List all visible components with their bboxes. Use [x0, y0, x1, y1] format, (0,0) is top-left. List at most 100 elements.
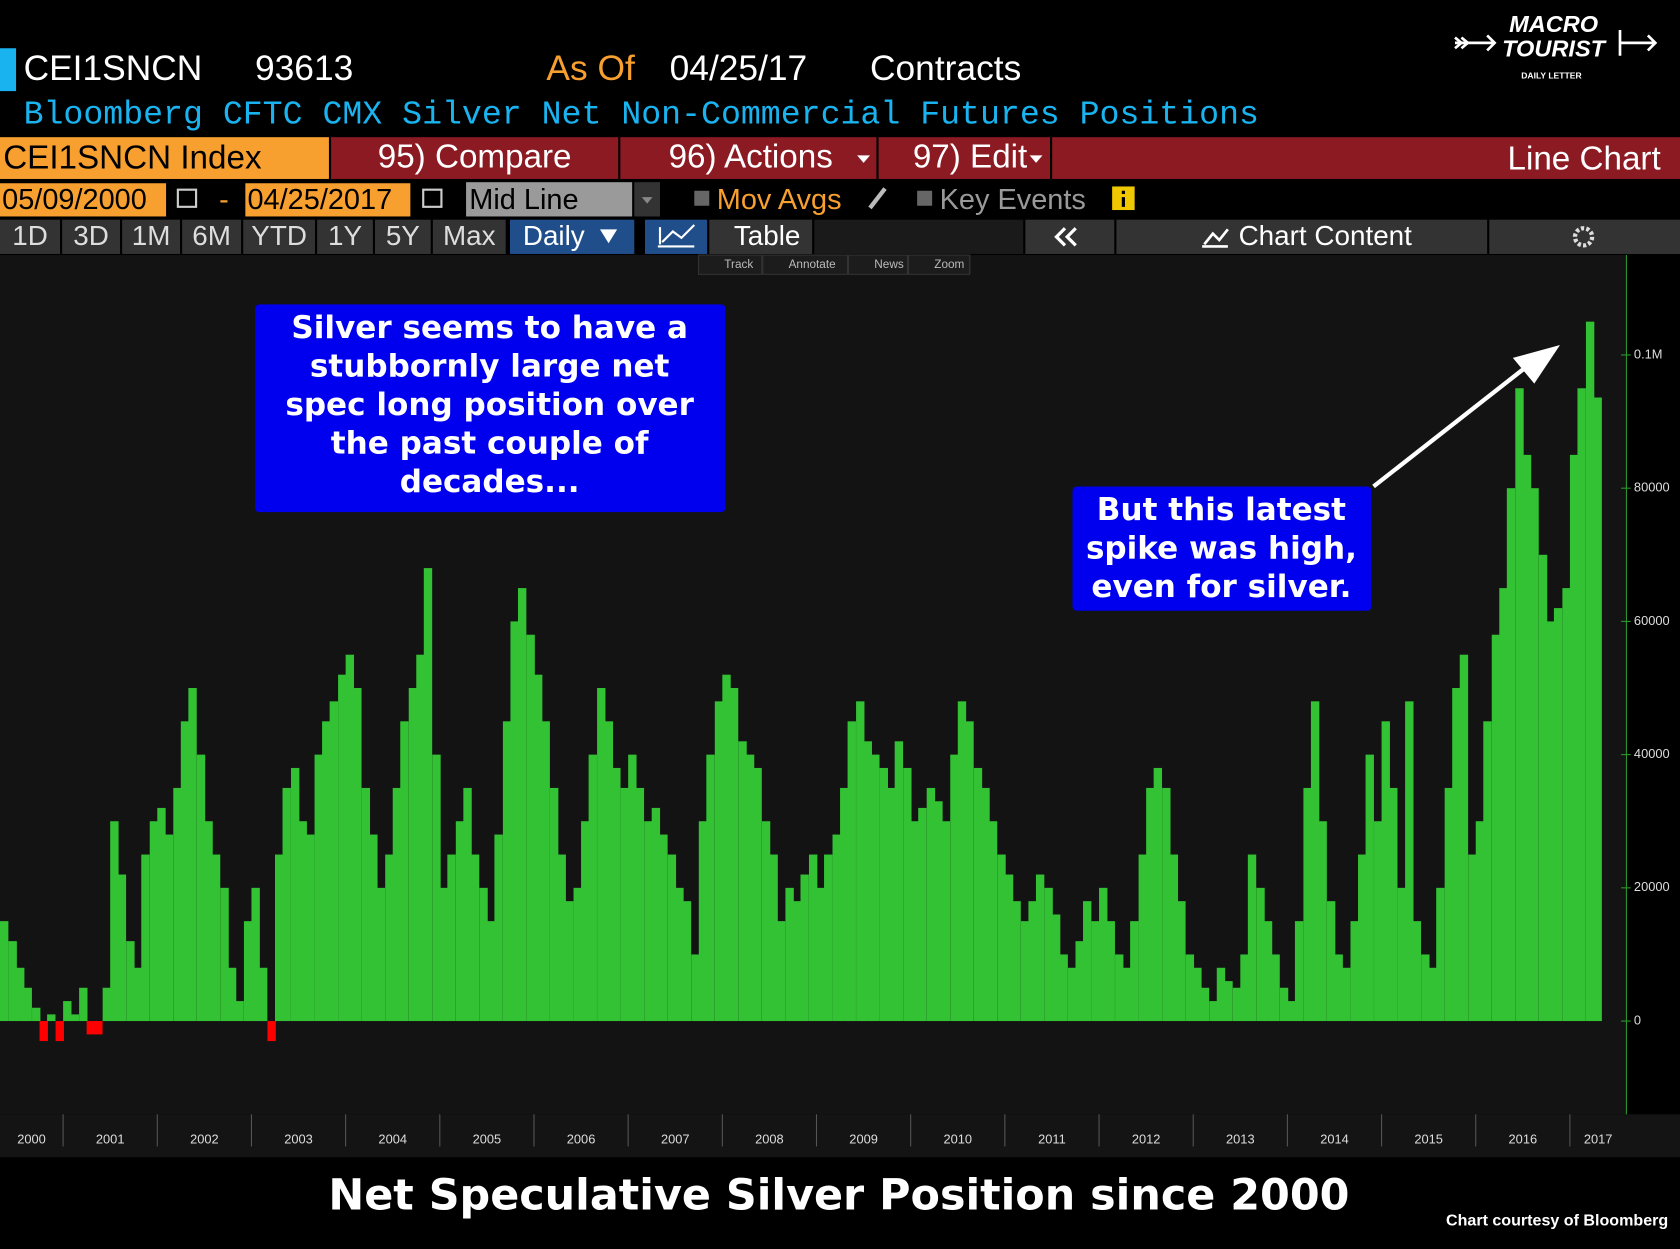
area-segment — [549, 787, 559, 1022]
area-segment — [211, 854, 221, 1022]
area-segment — [338, 674, 347, 1022]
tool-label: News — [874, 258, 904, 271]
collapse-button[interactable] — [1025, 219, 1115, 254]
x-tick-label: 2010 — [943, 1131, 972, 1146]
tab[interactable] — [432, 219, 506, 254]
calendar-icon[interactable] — [176, 188, 198, 208]
area-segment — [1397, 887, 1406, 1022]
area-segment — [274, 854, 284, 1022]
dropdown-arrow — [600, 229, 618, 244]
area-segment — [824, 854, 833, 1022]
area-segment — [651, 807, 661, 1022]
tool-button[interactable] — [848, 254, 909, 275]
chart-content-icon — [1202, 228, 1229, 248]
area-segment — [1256, 887, 1265, 1022]
tab[interactable] — [0, 219, 60, 254]
area-segment — [620, 787, 630, 1022]
annotation-text: stubbornly large net — [310, 349, 670, 385]
tab[interactable] — [375, 219, 431, 254]
as-of-label: As Of — [546, 49, 635, 88]
area-segment — [792, 901, 802, 1022]
menu-button[interactable] — [620, 137, 877, 179]
area-segment — [1310, 701, 1320, 1022]
area-segment — [761, 821, 771, 1022]
area-segment — [1389, 787, 1398, 1022]
chart-content-button[interactable] — [1116, 219, 1488, 254]
area-segment — [196, 754, 206, 1022]
annotation-text: the past couple of — [331, 426, 649, 462]
tab-spacer — [814, 219, 1024, 254]
date-input[interactable] — [0, 183, 167, 217]
area-segment — [541, 721, 550, 1022]
area-segment — [910, 821, 920, 1022]
table-button[interactable] — [709, 219, 813, 254]
mode-select[interactable] — [466, 182, 633, 217]
tab-label: 1Y — [328, 220, 362, 251]
area-segment — [691, 954, 700, 1022]
menu-button[interactable] — [331, 137, 619, 179]
tab[interactable] — [62, 219, 120, 254]
area-segment — [1358, 854, 1367, 1022]
annotation-text: decades... — [400, 464, 580, 500]
area-segment — [1530, 488, 1539, 1022]
area-segment — [322, 721, 331, 1022]
area-segment — [1421, 954, 1430, 1022]
plot-toolbar: Track Annotate News Zoom — [698, 254, 971, 275]
annotation-arrow — [1372, 364, 1529, 489]
dropdown-arrow — [641, 197, 653, 204]
area-segment — [1593, 397, 1602, 1022]
area-segment — [1185, 954, 1195, 1022]
area-segment — [729, 688, 739, 1022]
period: Daily — [523, 220, 585, 251]
security-box[interactable] — [0, 137, 329, 179]
area-segment — [776, 921, 786, 1022]
area-segment — [644, 821, 653, 1022]
area-segment — [1193, 967, 1202, 1022]
area-segment — [23, 987, 32, 1022]
area-segment — [416, 654, 425, 1022]
cursor-block — [0, 48, 17, 92]
tab[interactable] — [182, 219, 242, 254]
area-segment — [635, 787, 645, 1022]
area-segment — [39, 1021, 48, 1042]
calendar-icon[interactable] — [422, 188, 443, 208]
area-segment — [267, 1021, 276, 1042]
y-tick-label: 20000 — [1634, 879, 1670, 894]
tool-label: Track — [724, 258, 753, 271]
tab[interactable] — [317, 219, 373, 254]
area-segment — [8, 941, 17, 1022]
tab[interactable] — [122, 219, 180, 254]
period-select[interactable] — [510, 219, 635, 254]
date-input[interactable] — [245, 183, 411, 217]
area-segment — [0, 921, 9, 1022]
area-segment — [1200, 987, 1210, 1022]
area-segment — [973, 767, 983, 1022]
area-segment — [385, 854, 394, 1022]
x-tick-label: 2006 — [567, 1131, 596, 1146]
chart-view-button[interactable] — [645, 219, 708, 254]
gear-icon — [1572, 226, 1595, 248]
area-segment — [1303, 787, 1312, 1022]
tab-label: 5Y — [386, 220, 420, 251]
tab-label: Max — [443, 220, 496, 251]
annotation-text: even for silver. — [1091, 569, 1351, 605]
area-segment — [894, 741, 904, 1022]
area-segment — [1004, 874, 1014, 1022]
tool-button[interactable] — [908, 254, 971, 275]
pencil-icon[interactable] — [868, 187, 887, 210]
tool-button[interactable] — [698, 254, 763, 275]
checkbox[interactable] — [694, 190, 710, 206]
area-segment — [1405, 701, 1414, 1022]
area-segment — [329, 701, 339, 1022]
tab[interactable] — [243, 219, 315, 254]
area-segment — [950, 754, 959, 1022]
area-segment — [47, 1014, 56, 1022]
tool-button[interactable] — [762, 254, 849, 275]
date-separator: - — [219, 184, 229, 216]
checkbox[interactable] — [917, 190, 933, 206]
area-segment — [517, 588, 527, 1022]
settings-button[interactable] — [1489, 219, 1680, 254]
area-segment — [157, 807, 166, 1022]
menu-label: 96) Actions — [669, 138, 833, 175]
menu-button[interactable] — [878, 137, 1050, 179]
